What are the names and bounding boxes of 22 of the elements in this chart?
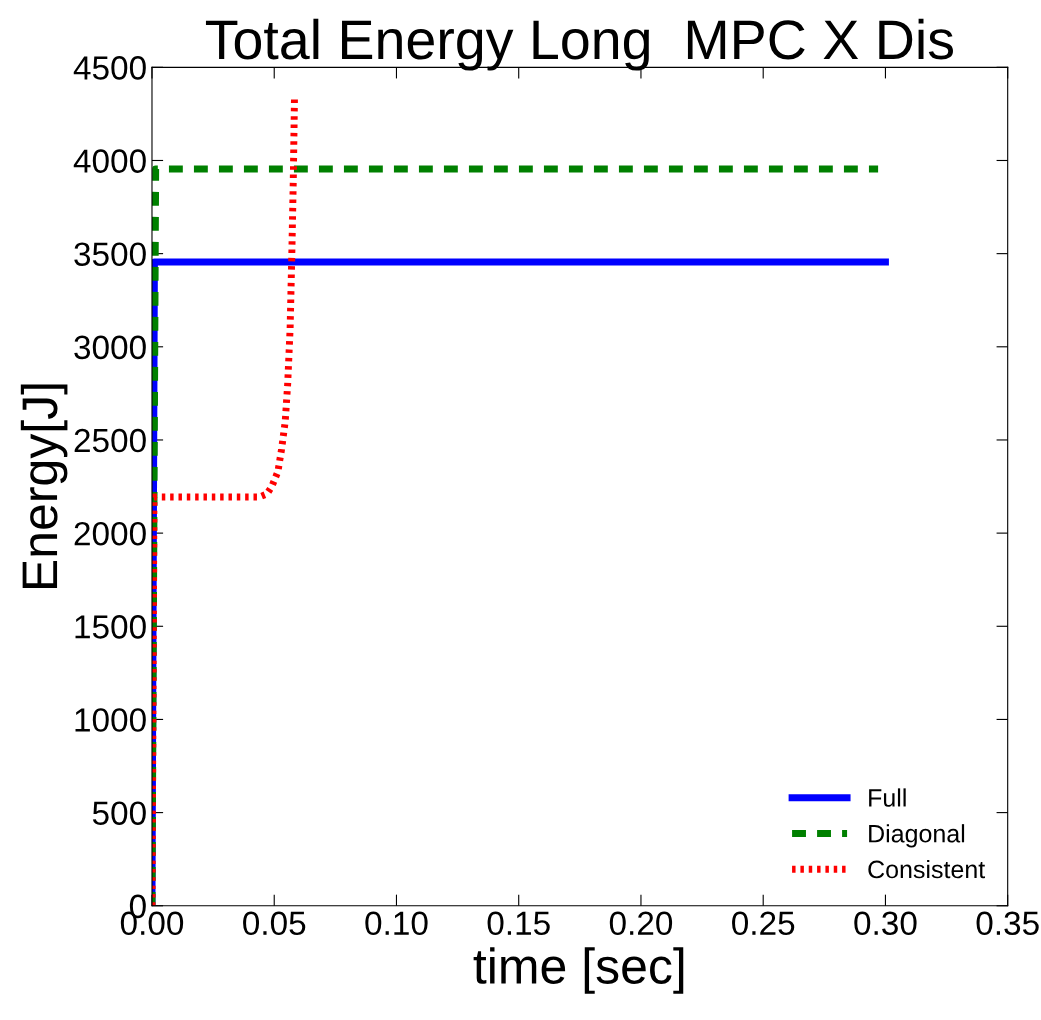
legend-label: Consistent <box>868 859 986 879</box>
x-tick-label: 0.25 <box>732 911 795 936</box>
y-tick-label: 3500 <box>74 242 146 267</box>
y-tick-label: 4000 <box>73 149 146 173</box>
y-tick-label: 2000 <box>74 521 146 546</box>
x-tick-label: 0.30 <box>854 911 917 936</box>
x-tick-label: 0.05 <box>243 911 306 936</box>
y-tick-label: 1500 <box>75 615 146 639</box>
y-tick-label: 1000 <box>75 708 146 732</box>
legend-label: Diagonal <box>869 824 965 848</box>
x-tick-label: 0.15 <box>487 911 550 936</box>
chart-title: Total Energy Long MPC X Dis <box>205 18 953 71</box>
x-tick-label: 0.35 <box>976 911 1039 936</box>
x-tick-label: 0.10 <box>365 911 428 936</box>
x-axis-title: time [sec] <box>473 947 684 994</box>
y-tick-label: 2500 <box>74 428 146 453</box>
y-tick-label: 4500 <box>73 56 146 80</box>
x-tick-label: 0.20 <box>609 911 673 936</box>
y-tick-label: 500 <box>92 801 146 826</box>
y-axis-title: Energy[J] <box>20 384 68 589</box>
y-tick-label: 3000 <box>74 335 146 360</box>
legend-label: Full <box>869 788 906 807</box>
